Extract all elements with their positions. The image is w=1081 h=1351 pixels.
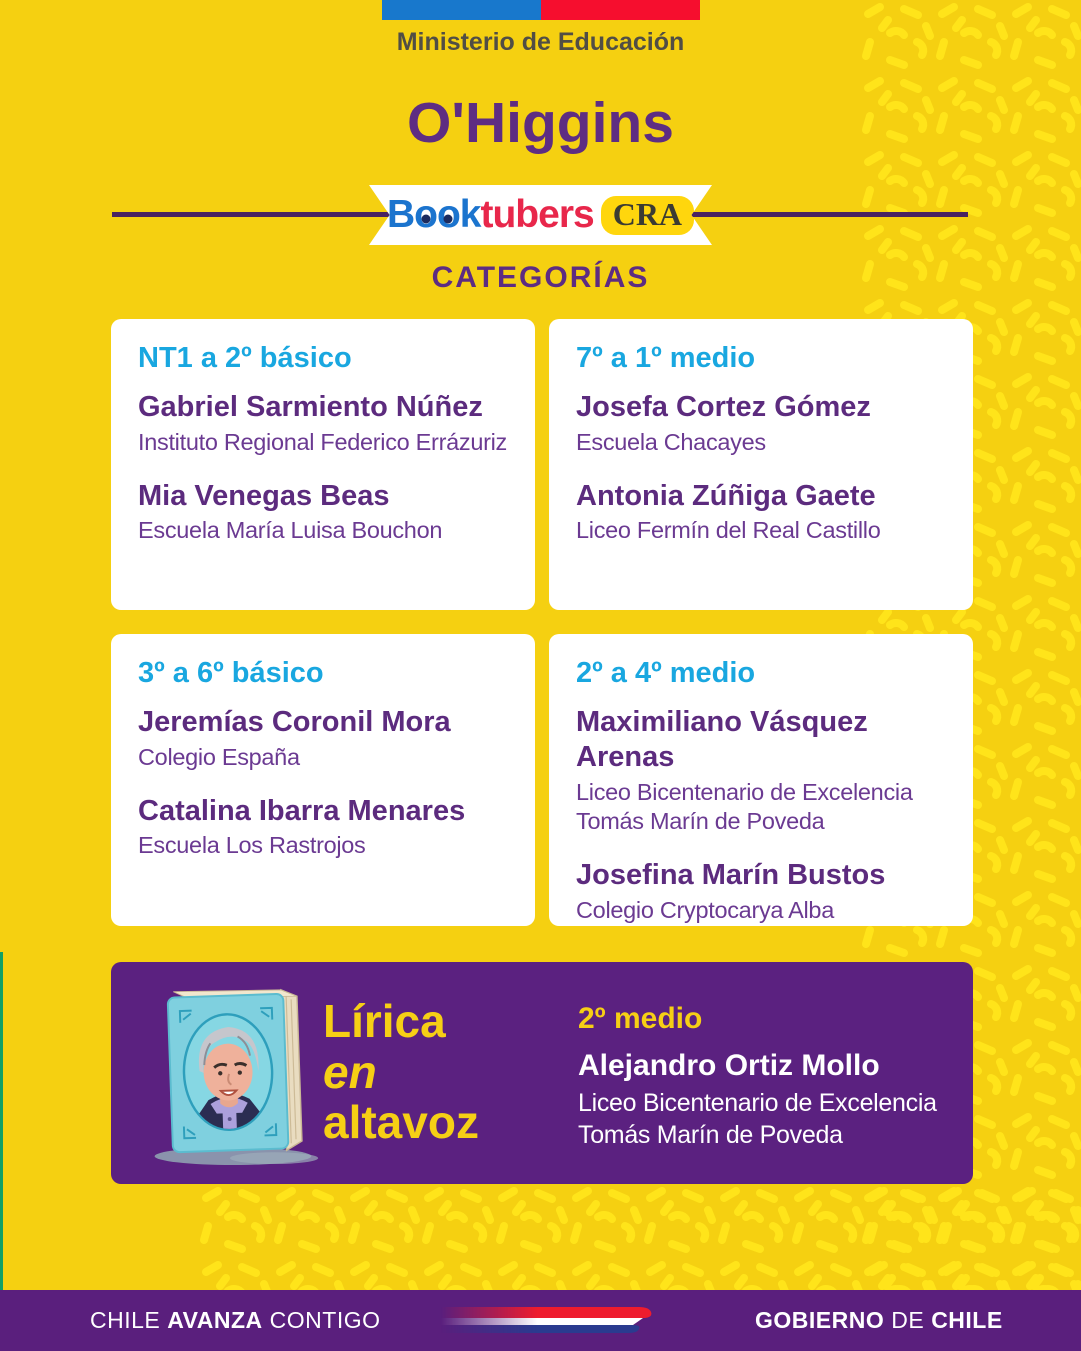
winner-school: Escuela María Luisa Bouchon	[138, 517, 443, 544]
special-award-winner-block: 2º medio Alejandro Ortiz Mollo Liceo Bic…	[578, 1002, 958, 1152]
footer-government-label: GOBIERNO DE CHILE	[755, 1307, 1003, 1333]
ministry-label: Ministerio de Educación	[396, 28, 685, 56]
winner-entry: Gabriel Sarmiento Núñez Instituto Region…	[138, 390, 515, 458]
logo-ribbon-row: Booktubers CRA	[0, 185, 1081, 245]
special-award-title: Lírica en altavoz	[323, 996, 479, 1148]
category-card-2-4medio: 2º a 4º medio Maximiliano Vásquez Arenas…	[549, 634, 973, 926]
winner-entry: Jeremías Coronil Mora Colegio España	[138, 705, 515, 773]
winner-entry: Josefa Cortez Gómez Escuela Chacayes	[576, 390, 953, 458]
winner-name: Antonia Zúñiga Gaete	[576, 479, 876, 512]
winner-school: Escuela Los Rastrojos	[138, 832, 366, 859]
booktubers-ribbon: Booktubers CRA	[369, 185, 712, 245]
flag-ribbon-icon	[441, 1307, 655, 1334]
category-level: 7º a 1º medio	[576, 342, 756, 374]
special-award-title-line1: Lírica	[323, 995, 446, 1047]
categories-heading: CATEGORÍAS	[431, 261, 650, 294]
winner-school: Liceo Bicentenario de Excelencia Tomás M…	[576, 778, 913, 835]
winner-entry: Josefina Marín Bustos Colegio Cryptocary…	[576, 858, 953, 926]
winner-school: Instituto Regional Federico Errázuriz	[138, 428, 507, 455]
winner-entry: Maximiliano Vásquez Arenas Liceo Bicente…	[576, 705, 953, 837]
category-card-3-6basico: 3º a 6º básico Jeremías Coronil Mora Col…	[111, 634, 535, 926]
winner-name: Gabriel Sarmiento Núñez	[138, 391, 483, 423]
gabriela-mistral-book-illustration	[137, 972, 323, 1172]
winner-school: Colegio Cryptocarya Alba	[576, 897, 834, 924]
winner-school: Colegio España	[138, 743, 300, 770]
left-edge-accent-stripe	[0, 952, 3, 1290]
category-level: 2º a 4º medio	[576, 657, 756, 689]
chile-flag-bar	[382, 0, 700, 20]
category-level: NT1 a 2º básico	[138, 342, 352, 374]
winner-name: Maximiliano Vásquez Arenas	[576, 706, 868, 773]
category-card-7-1medio: 7º a 1º medio Josefa Cortez Gómez Escuel…	[549, 319, 973, 610]
winner-entry: Catalina Ibarra Menares Escuela Los Rast…	[138, 794, 515, 862]
government-footer: CHILE AVANZA CONTIGO	[0, 1290, 1081, 1351]
winner-entry: Antonia Zúñiga Gaete Liceo Fermín del Re…	[576, 479, 953, 547]
booktubers-logo: Booktubers	[386, 193, 595, 236]
special-award-title-line3: altavoz	[323, 1096, 479, 1149]
winner-school: Escuela Chacayes	[576, 428, 766, 455]
footer-slogan: CHILE AVANZA CONTIGO	[90, 1307, 381, 1333]
page-title: O'Higgins	[407, 91, 674, 155]
special-award-title-line2: en	[323, 1045, 377, 1098]
confetti-pattern-bottom	[198, 1184, 1081, 1290]
category-card-nt1-2basico: NT1 a 2º básico Gabriel Sarmiento Núñez …	[111, 319, 535, 610]
winner-name: Catalina Ibarra Menares	[138, 794, 466, 827]
winner-name: Josefa Cortez Gómez	[576, 391, 871, 423]
winner-name: Josefina Marín Bustos	[576, 859, 886, 892]
special-award-winner-school: Liceo Bicentenario de Excelencia Tomás M…	[578, 1089, 937, 1149]
winner-name: Jeremías Coronil Mora	[138, 706, 451, 738]
winner-school: Liceo Fermín del Real Castillo	[576, 517, 881, 544]
special-award-level: 2º medio	[578, 1002, 703, 1035]
winner-name: Mia Venegas Beas	[138, 479, 390, 512]
category-level: 3º a 6º básico	[138, 657, 324, 689]
special-award-banner: Lírica en altavoz 2º medio Alejandro Ort…	[111, 962, 973, 1184]
winner-entry: Mia Venegas Beas Escuela María Luisa Bou…	[138, 479, 515, 547]
special-award-winner-name: Alejandro Ortiz Mollo	[578, 1049, 880, 1082]
cra-badge: CRA	[600, 195, 695, 235]
